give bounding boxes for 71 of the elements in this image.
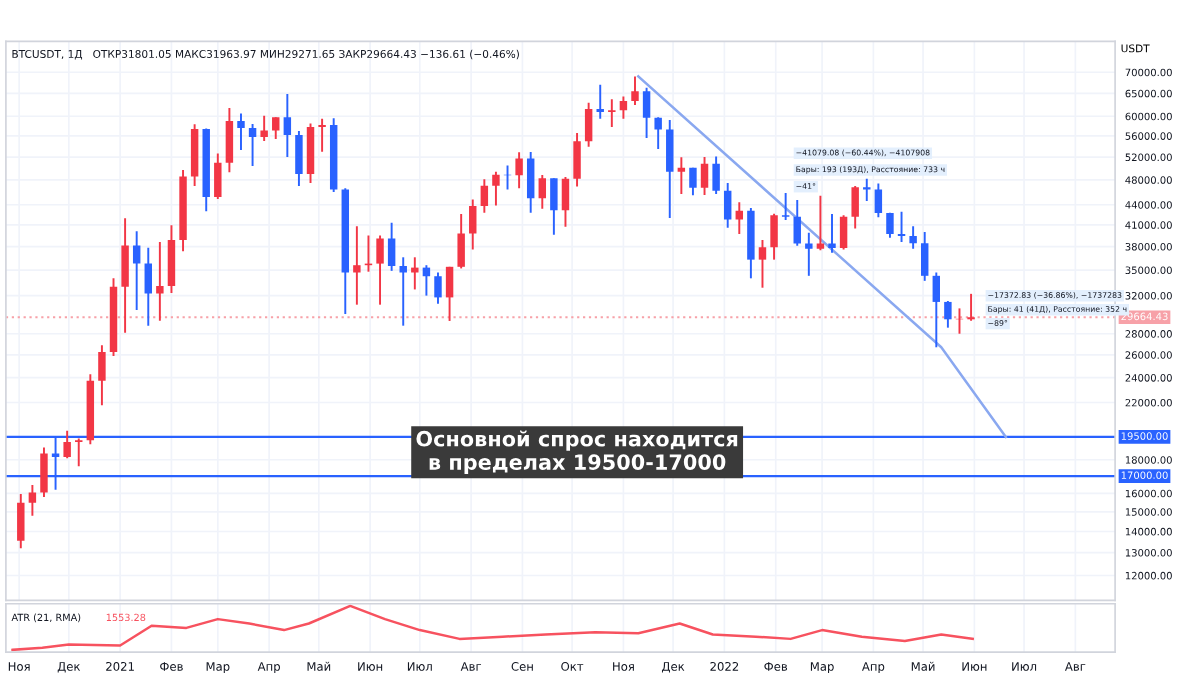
annotation: Основной спрос находится в пределах 19500-17000 xyxy=(416,430,738,474)
candlestick xyxy=(677,156,686,195)
candlestick xyxy=(492,170,500,207)
candlestick xyxy=(781,192,790,222)
candlestick xyxy=(214,152,222,200)
candlestick xyxy=(75,437,83,468)
candlestick xyxy=(132,230,141,312)
candlestick xyxy=(596,83,604,120)
candlestick xyxy=(770,212,778,261)
candlestick xyxy=(828,213,836,254)
candlestick xyxy=(167,224,176,294)
candlestick xyxy=(156,241,164,322)
candlestick xyxy=(863,177,871,202)
candlestick xyxy=(40,446,48,498)
candlestick xyxy=(353,225,361,306)
candlestick xyxy=(225,106,234,174)
candlestick xyxy=(793,198,801,247)
candlestick xyxy=(932,271,941,349)
candlestick xyxy=(306,122,315,184)
candlestick xyxy=(573,131,581,188)
candlestick xyxy=(376,234,384,306)
candlestick xyxy=(631,75,639,107)
candlestick xyxy=(689,166,697,197)
candlestick xyxy=(295,129,303,187)
candlestick xyxy=(967,292,975,322)
candlestick xyxy=(851,184,859,230)
candlestick xyxy=(98,344,106,407)
candlestick xyxy=(561,176,570,228)
candlestick xyxy=(816,194,825,252)
candlestick xyxy=(654,116,662,150)
candlestick xyxy=(874,182,883,219)
candlestick xyxy=(758,238,767,289)
candlestick xyxy=(272,116,280,140)
candlestick xyxy=(17,492,25,550)
candlestick xyxy=(121,217,129,334)
candlestick xyxy=(387,221,396,272)
candlestick xyxy=(886,211,894,239)
candlestick xyxy=(700,156,709,196)
candlestick xyxy=(237,112,245,152)
candlestick xyxy=(399,256,407,327)
candlestick xyxy=(608,98,616,128)
candlestick xyxy=(260,114,268,143)
candlestick xyxy=(445,265,454,322)
candlestick xyxy=(550,177,558,236)
candlestick xyxy=(909,225,917,250)
candlestick xyxy=(457,213,465,270)
candlestick xyxy=(144,246,152,327)
candlestick xyxy=(248,123,257,167)
candlestick xyxy=(619,95,628,120)
candlestick xyxy=(411,256,419,291)
candlestick xyxy=(515,151,523,190)
candlestick xyxy=(897,210,906,244)
candlestick xyxy=(839,214,848,251)
candlestick xyxy=(480,178,489,214)
candlestick xyxy=(944,300,952,329)
candlestick xyxy=(666,119,674,219)
candlestick xyxy=(920,230,929,282)
candlestick xyxy=(434,271,442,305)
candlestick xyxy=(584,101,593,148)
candlestick xyxy=(318,117,326,153)
candlestick xyxy=(723,181,732,229)
candlestick xyxy=(190,123,199,187)
candlestick xyxy=(63,429,71,460)
candlestick xyxy=(538,173,547,210)
candlestick xyxy=(28,483,37,517)
candlestick xyxy=(526,150,535,214)
candlestick xyxy=(469,198,477,251)
candlestick xyxy=(283,93,292,159)
candlestick xyxy=(712,155,720,195)
candlestick xyxy=(805,231,813,277)
candlestick xyxy=(642,86,651,139)
